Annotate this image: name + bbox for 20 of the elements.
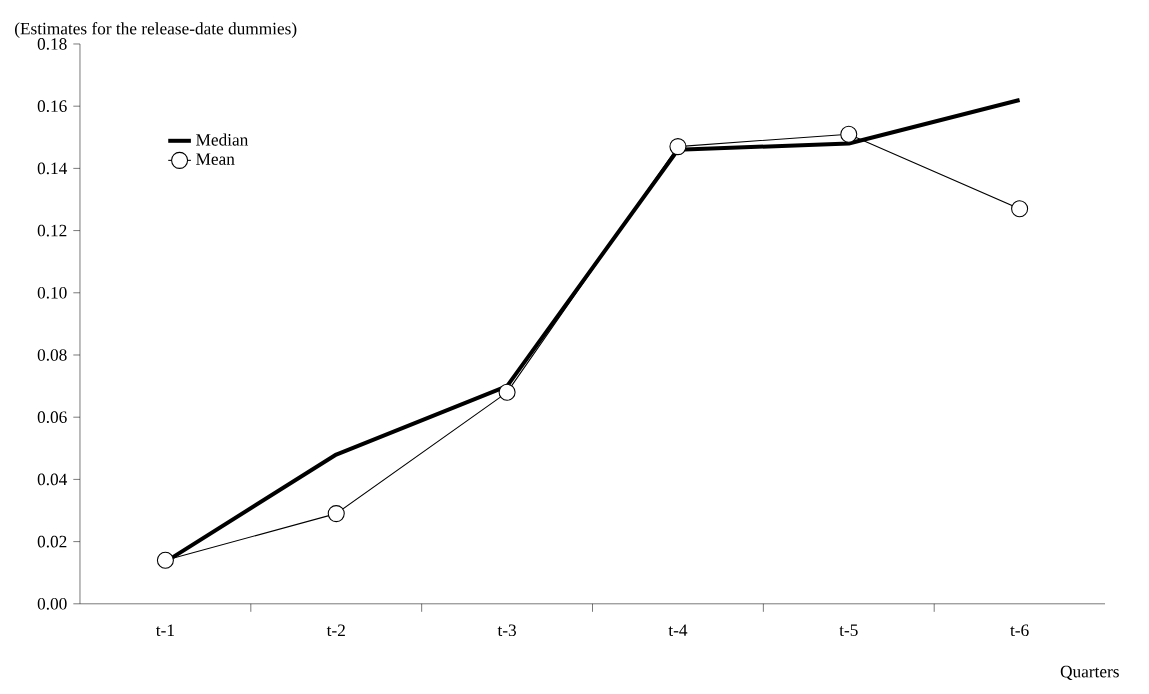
- y-tick-label: 0.10: [37, 286, 67, 299]
- x-tick-label: t-6: [1010, 624, 1029, 636]
- y-tick-label: 0.18: [37, 37, 67, 50]
- y-tick-label: 0.14: [37, 162, 68, 175]
- legend-label: Mean: [196, 153, 235, 165]
- y-tick-label: 0.16: [37, 100, 67, 112]
- y-tick-label: 0.12: [37, 224, 67, 237]
- y-tick-label: 0.02: [37, 535, 67, 548]
- x-tick-label: t-1: [155, 624, 174, 636]
- y-tick-label: 0.08: [37, 348, 67, 361]
- y-tick-label: 0.00: [37, 597, 67, 610]
- y-tick-label: 0.06: [37, 411, 67, 423]
- y-tick-label: 0.04: [37, 473, 68, 486]
- x-axis-title: Quarters: [1060, 665, 1119, 680]
- x-tick-label: t-5: [839, 624, 858, 636]
- y-axis-title: (Estimates for the release-date dummies): [14, 21, 297, 38]
- x-tick-label: t-3: [497, 624, 516, 636]
- legend-label: Median: [196, 133, 249, 146]
- x-tick-label: t-4: [668, 624, 688, 636]
- x-tick-label: t-2: [326, 624, 345, 636]
